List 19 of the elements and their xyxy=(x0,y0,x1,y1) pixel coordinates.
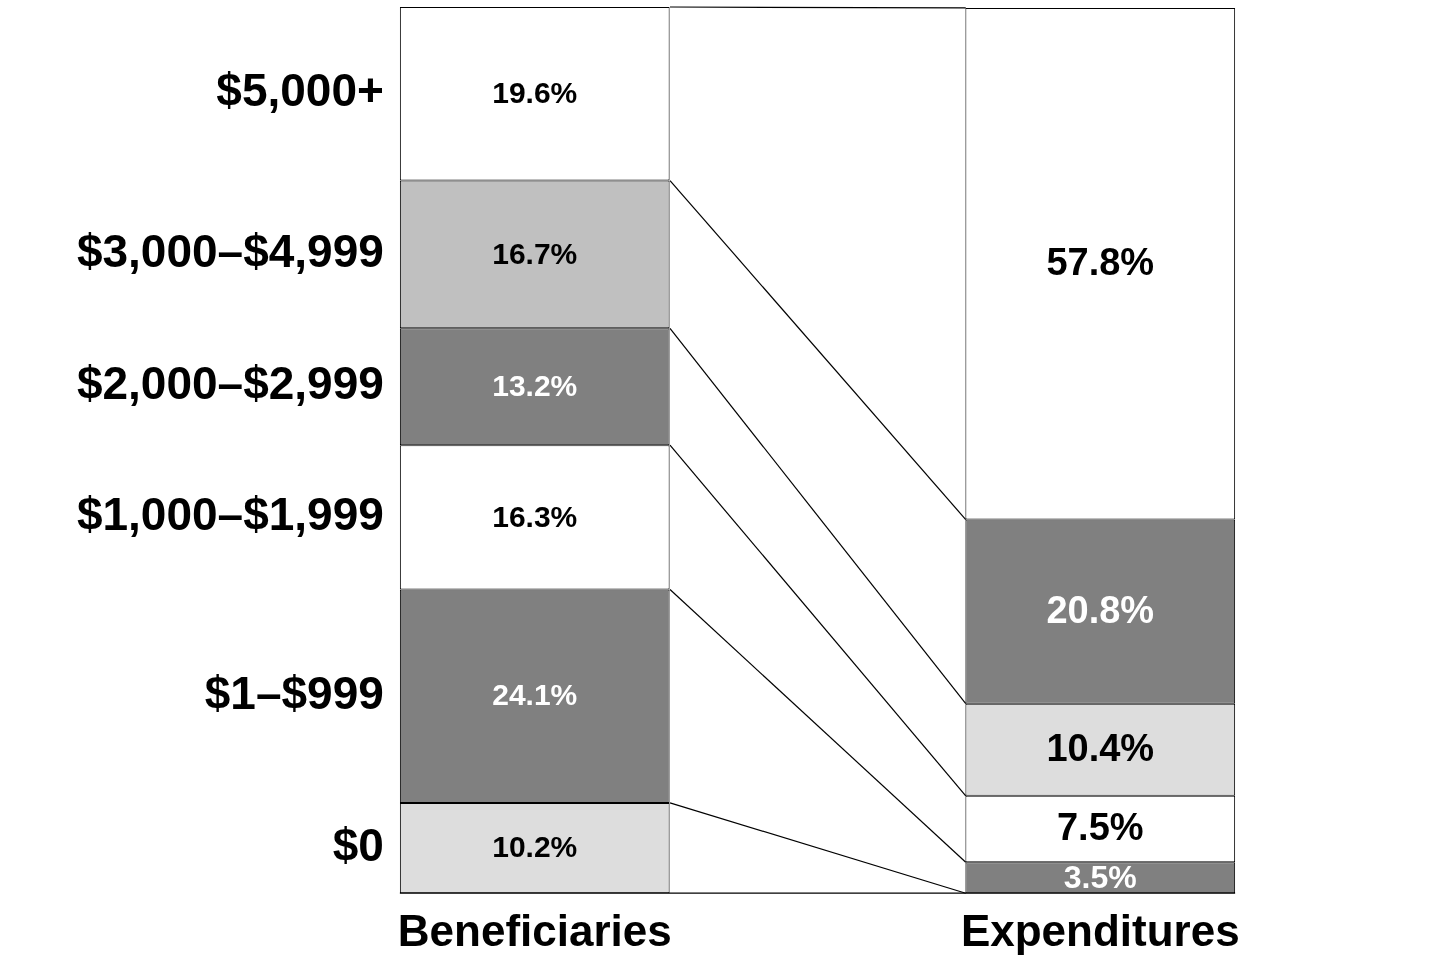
data-label: 19.6% xyxy=(492,76,578,110)
data-label: 57.8% xyxy=(1046,241,1155,284)
series-label: $1–$999 xyxy=(204,666,384,719)
data-label: 16.3% xyxy=(492,499,578,533)
series-label: $0 xyxy=(332,818,384,871)
data-label: 3.5% xyxy=(1063,858,1137,895)
x-tick-label: Expenditures xyxy=(960,905,1240,955)
data-label: 20.8% xyxy=(1046,589,1155,632)
x-tick-label: Beneficiaries xyxy=(397,905,672,955)
data-label: 24.1% xyxy=(492,678,578,712)
series-label: $3,000–$4,999 xyxy=(76,225,384,278)
series-label: $1,000–$1,999 xyxy=(76,488,384,541)
series-label: $5,000+ xyxy=(216,64,384,117)
data-label: 13.2% xyxy=(492,369,578,403)
data-label: 16.7% xyxy=(492,236,578,270)
data-label: 10.4% xyxy=(1046,727,1155,770)
data-label: 10.2% xyxy=(492,830,578,864)
series-label: $2,000–$2,999 xyxy=(76,357,384,410)
data-label: 7.5% xyxy=(1056,806,1144,849)
